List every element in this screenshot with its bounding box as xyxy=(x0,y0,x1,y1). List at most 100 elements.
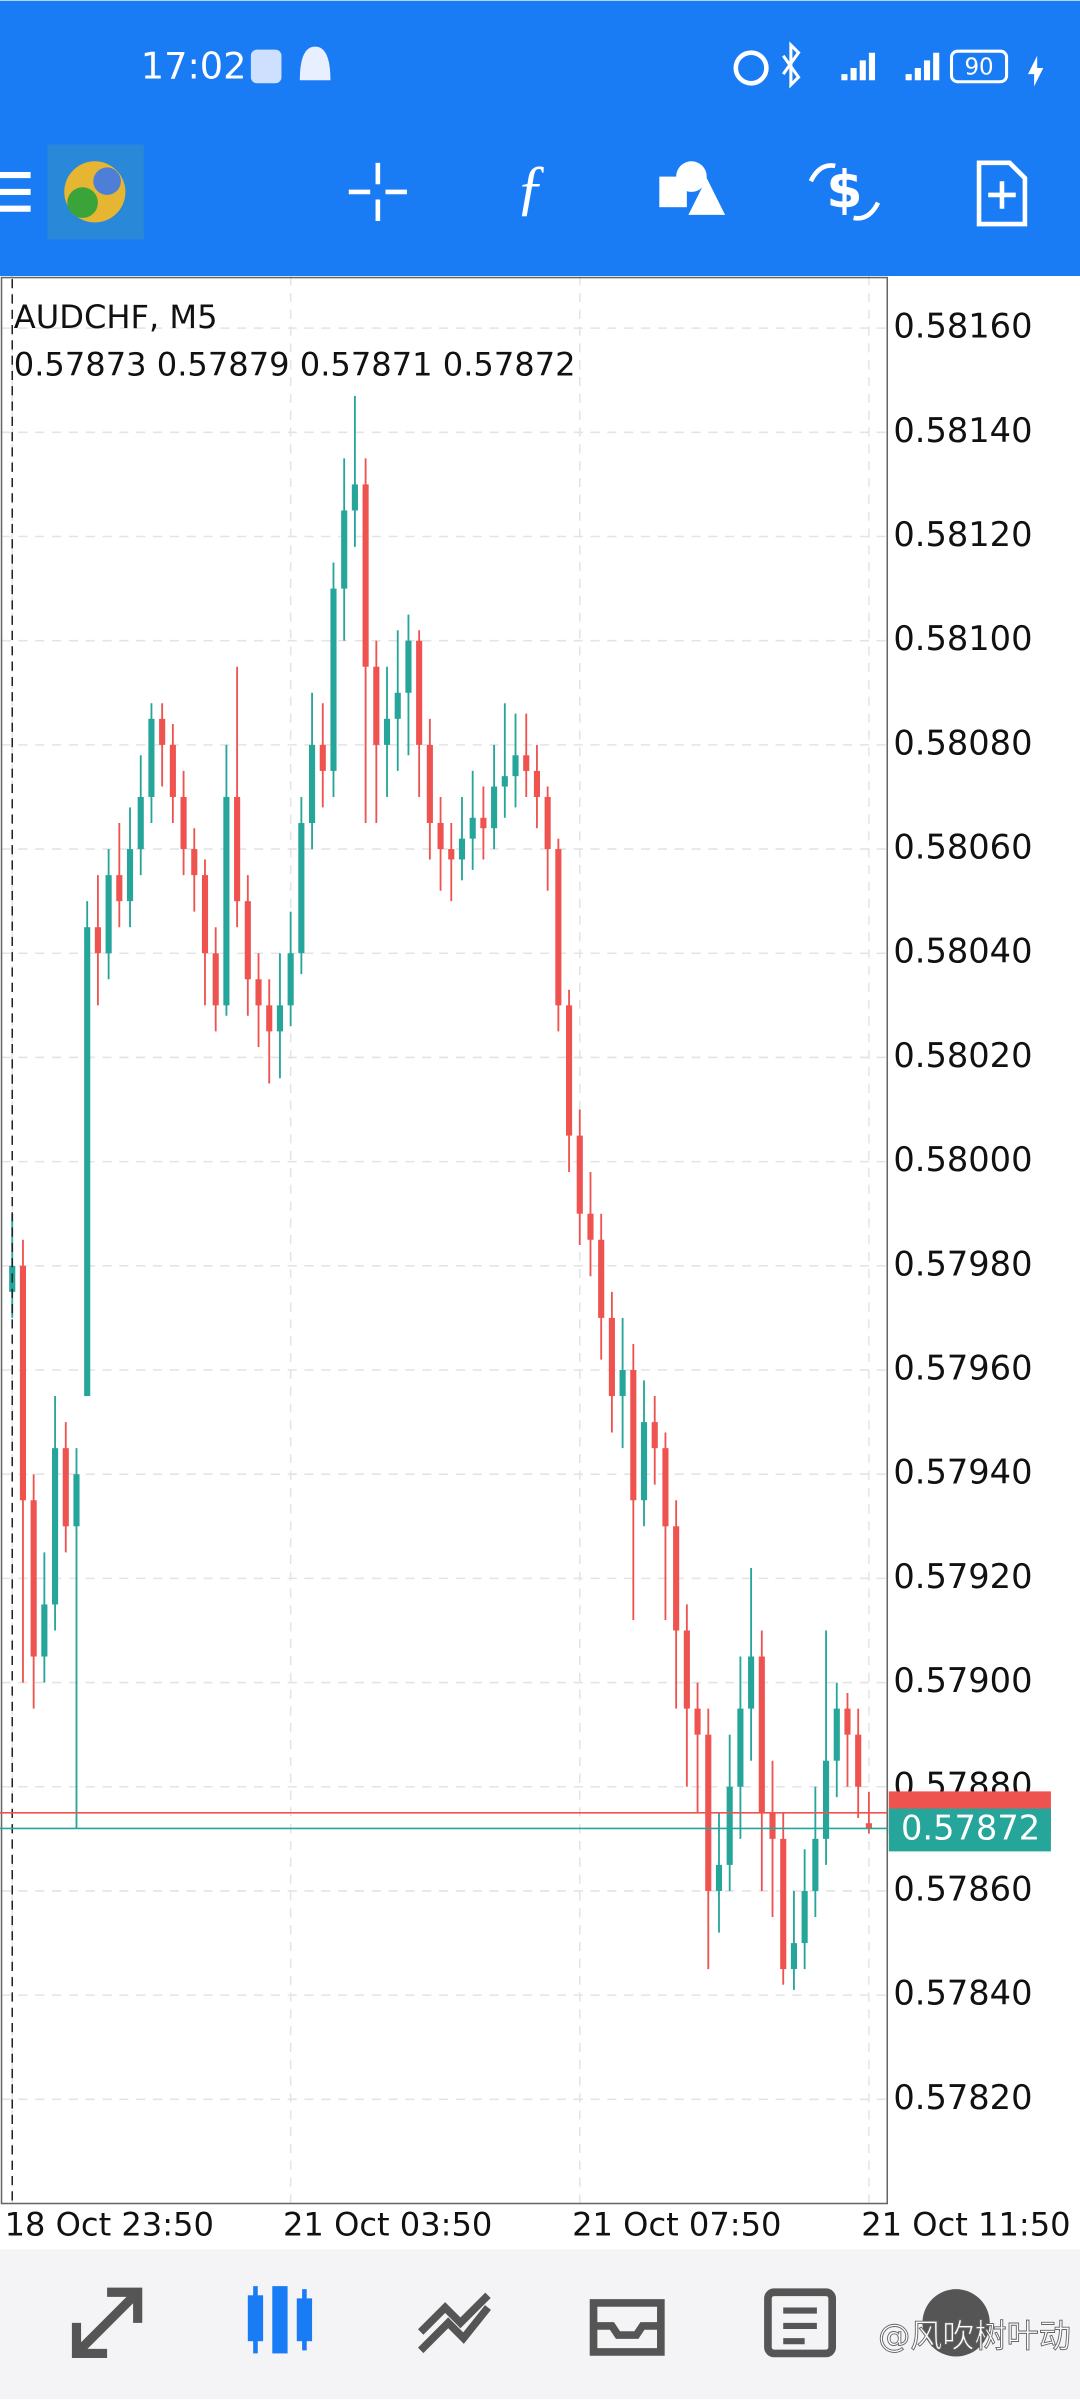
candle-body xyxy=(19,1265,27,1501)
candle-body xyxy=(394,692,401,719)
status-icon xyxy=(299,46,331,81)
candle-body xyxy=(769,1812,776,1839)
ohlc-open: 0.57873 xyxy=(14,345,147,383)
alarm-icon xyxy=(733,50,769,86)
y-tick-label: 0.58040 xyxy=(893,932,1032,971)
candle-body xyxy=(169,744,176,797)
x-tick-label: 21 Oct 11:50 xyxy=(861,2205,1070,2243)
indicators-button[interactable]: ƒ xyxy=(516,153,547,221)
y-tick-label: 0.57920 xyxy=(893,1557,1032,1596)
objects-button[interactable] xyxy=(659,161,726,215)
y-tick-label: 0.57960 xyxy=(893,1349,1032,1388)
candle-body xyxy=(533,770,540,797)
y-tick-label: 0.57900 xyxy=(893,1661,1032,1700)
y-tick-label: 0.58080 xyxy=(893,723,1032,762)
candle-body xyxy=(630,1370,637,1501)
candle-body xyxy=(673,1526,680,1631)
x-tick-label: 21 Oct 03:50 xyxy=(283,2205,492,2243)
ohlc-high: 0.57879 xyxy=(157,345,290,383)
candle-body xyxy=(566,1005,573,1136)
candle-body xyxy=(73,1474,80,1527)
candle-body xyxy=(576,1135,583,1214)
candle-body xyxy=(469,817,476,839)
candle-body xyxy=(598,1239,605,1318)
trade-button[interactable]: $ xyxy=(808,160,881,221)
ohlc-low: 0.57871 xyxy=(300,345,433,383)
watermark: @风吹树叶动 xyxy=(878,2317,1071,2355)
y-tick-label: 0.58060 xyxy=(893,828,1032,867)
news-tab[interactable] xyxy=(764,2288,837,2358)
status-time: 17:02 xyxy=(141,44,247,87)
candle-body xyxy=(405,640,412,693)
y-tick-label: 0.58100 xyxy=(893,619,1032,658)
candle-body xyxy=(84,927,91,1397)
candle-body xyxy=(844,1708,851,1735)
x-tick-label: 21 Oct 07:50 xyxy=(572,2205,781,2243)
candle-body xyxy=(416,640,423,745)
candle-body xyxy=(309,744,316,824)
candle-body xyxy=(555,849,562,1006)
candle-body xyxy=(234,796,241,902)
candle-body xyxy=(94,927,101,954)
candle-body xyxy=(362,484,369,667)
y-tick-label: 0.57860 xyxy=(893,1869,1032,1908)
status-icon xyxy=(250,49,282,84)
candle-body xyxy=(587,1213,594,1240)
svg-text:$: $ xyxy=(826,160,862,220)
messages-tab[interactable] xyxy=(922,2289,990,2357)
candle-body xyxy=(330,588,337,771)
trade-tab[interactable] xyxy=(417,2292,491,2354)
menu-button[interactable] xyxy=(0,172,31,212)
candle-body xyxy=(105,875,112,954)
candle-body xyxy=(383,718,391,745)
bid-label: 0.57872 xyxy=(901,1808,1040,1847)
candle-body xyxy=(833,1708,840,1761)
chart-background xyxy=(0,276,1080,2250)
candle-body xyxy=(137,796,144,850)
candle-body xyxy=(855,1734,862,1787)
candle-body xyxy=(223,796,230,1006)
candle-body xyxy=(448,849,455,860)
candle-body xyxy=(790,1943,797,1970)
candle-body xyxy=(619,1370,626,1397)
candle-body xyxy=(694,1708,701,1735)
candle-body xyxy=(426,744,433,824)
ohlc-close: 0.57872 xyxy=(443,345,576,383)
candle-body xyxy=(780,1838,787,1970)
candle-body xyxy=(651,1422,658,1449)
candle-body xyxy=(212,953,219,1006)
battery xyxy=(949,49,1009,84)
candle-body xyxy=(758,1656,765,1813)
candle-body xyxy=(726,1786,733,1865)
candle-body xyxy=(812,1838,819,1891)
candle-body xyxy=(180,796,187,850)
candle-body xyxy=(544,796,551,850)
candle-body xyxy=(373,666,380,745)
candle-body xyxy=(276,1005,284,1032)
candle-body xyxy=(748,1656,755,1709)
candle-body xyxy=(30,1500,37,1657)
new-order-button[interactable] xyxy=(976,160,1028,227)
chart-tab[interactable] xyxy=(247,2286,313,2354)
candle-body xyxy=(255,979,262,1006)
candle-body xyxy=(523,755,530,771)
candle-body xyxy=(201,875,209,954)
candle-body xyxy=(823,1760,830,1839)
candle-body xyxy=(480,817,487,829)
app-logo[interactable] xyxy=(47,144,144,240)
crosshair-button[interactable] xyxy=(348,162,407,221)
history-tab[interactable] xyxy=(589,2299,665,2356)
candle-body xyxy=(298,823,305,954)
candle-body xyxy=(512,755,519,777)
candle-body xyxy=(341,510,348,589)
y-tick-label: 0.57980 xyxy=(893,1244,1032,1283)
candle-body xyxy=(437,823,444,850)
candle-body xyxy=(126,849,134,902)
app-bar xyxy=(0,0,1080,277)
quotes-tab[interactable] xyxy=(71,2287,143,2359)
candle-body xyxy=(458,838,466,860)
candle-body xyxy=(191,849,198,876)
candle-body xyxy=(683,1630,690,1709)
symbol-label: AUDCHF, M5 xyxy=(14,298,218,336)
